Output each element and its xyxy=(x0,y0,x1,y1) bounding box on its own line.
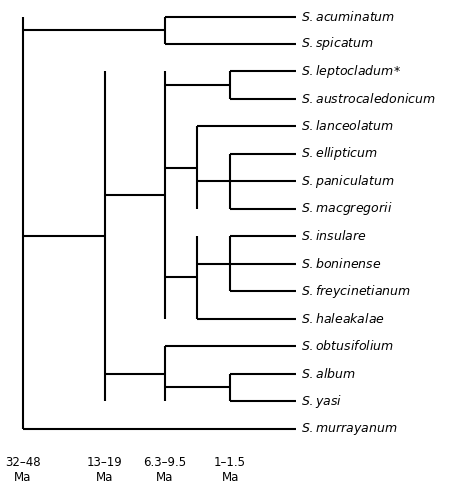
Text: 13–19
Ma: 13–19 Ma xyxy=(87,456,122,484)
Text: $\it{S. austrocaledonicum}$: $\it{S. austrocaledonicum}$ xyxy=(300,92,435,106)
Text: $\it{S. spicatum}$: $\it{S. spicatum}$ xyxy=(300,36,373,52)
Text: $\it{S. yasi}$: $\it{S. yasi}$ xyxy=(300,392,342,409)
Text: $\it{S. boninense}$: $\it{S. boninense}$ xyxy=(300,256,381,270)
Text: 6.3–9.5
Ma: 6.3–9.5 Ma xyxy=(143,456,186,484)
Text: $\it{S. freycinetianum}$: $\it{S. freycinetianum}$ xyxy=(300,282,410,300)
Text: $\it{S. macgregorii}$: $\it{S. macgregorii}$ xyxy=(300,200,392,218)
Text: $\it{S. haleakalae}$: $\it{S. haleakalae}$ xyxy=(300,312,384,326)
Text: $\it{S. ellipticum}$: $\it{S. ellipticum}$ xyxy=(300,146,377,162)
Text: 32–48
Ma: 32–48 Ma xyxy=(5,456,41,484)
Text: $\it{S. album}$: $\it{S. album}$ xyxy=(300,366,355,380)
Text: $\it{S. lanceolatum}$: $\it{S. lanceolatum}$ xyxy=(300,120,393,134)
Text: $\it{S. paniculatum}$: $\it{S. paniculatum}$ xyxy=(300,173,394,190)
Text: $\it{S. insulare}$: $\it{S. insulare}$ xyxy=(300,230,366,243)
Text: $\it{S. murrayanum}$: $\it{S. murrayanum}$ xyxy=(300,420,397,436)
Text: $\it{S. leptocladum}$*: $\it{S. leptocladum}$* xyxy=(300,63,400,80)
Text: $\it{S. acuminatum}$: $\it{S. acuminatum}$ xyxy=(300,10,394,24)
Text: 1–1.5
Ma: 1–1.5 Ma xyxy=(213,456,245,484)
Text: $\it{S. obtusifolium}$: $\it{S. obtusifolium}$ xyxy=(300,339,393,353)
